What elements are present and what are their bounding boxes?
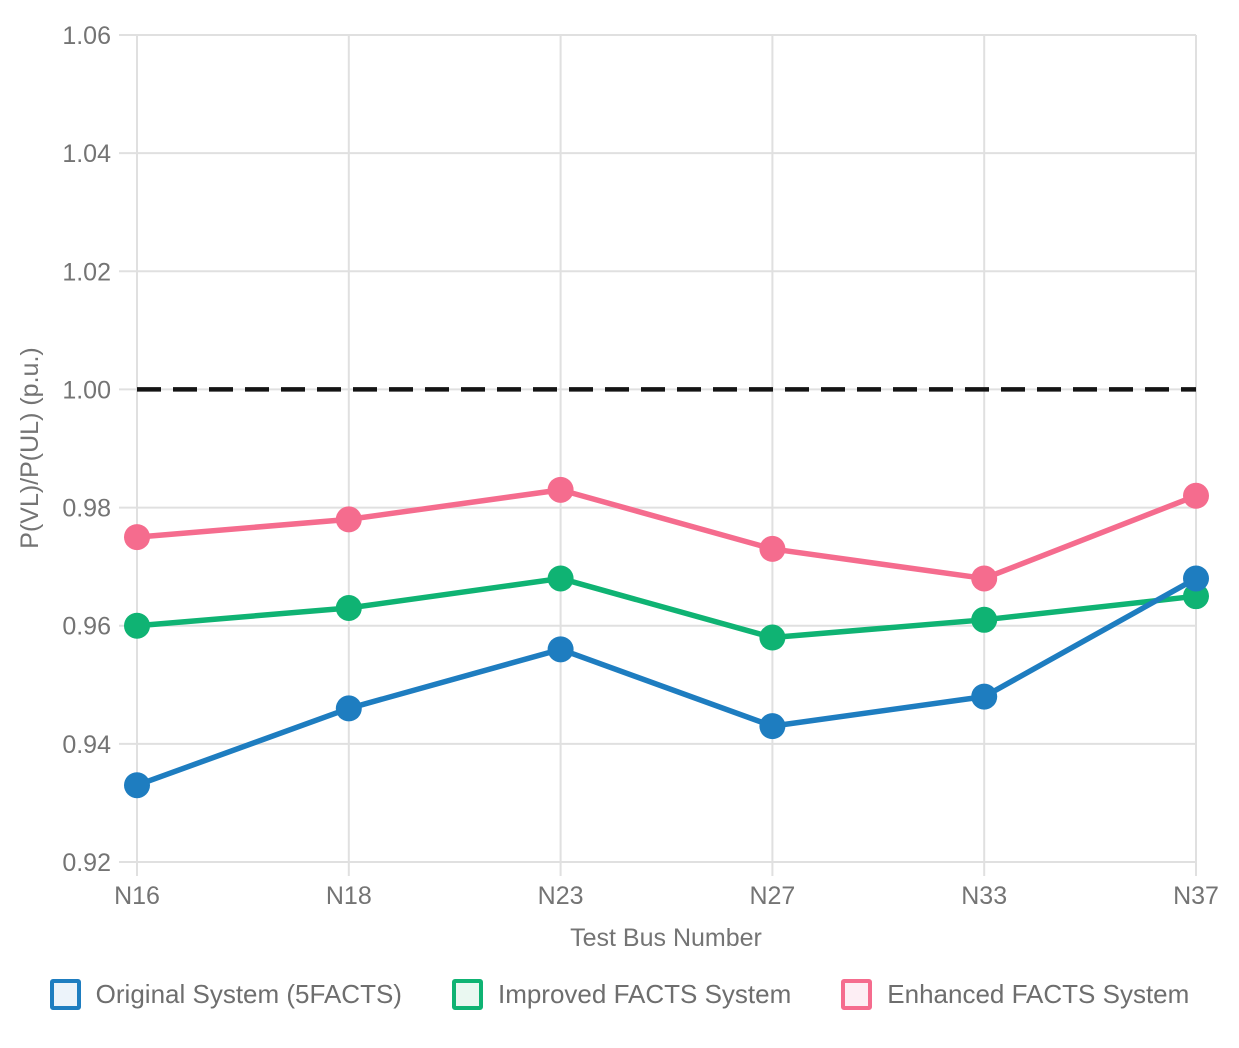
data-point <box>335 594 362 621</box>
tick-label-layer: 0.92 0.94 0.96 0.98 1.00 1.02 1.04 1.06 N16 N18 N2… <box>62 22 1219 910</box>
y-tick-label: 1.04 <box>62 140 111 168</box>
legend-swatch-icon <box>841 979 873 1010</box>
legend: Original System (5FACTS) Improved FACTS … <box>0 953 1239 1010</box>
data-point <box>759 535 786 562</box>
y-tick-label: 0.98 <box>62 495 111 523</box>
legend-item-improved-facts[interactable]: Improved FACTS System <box>451 979 792 1010</box>
x-tick-label: N23 <box>538 882 584 910</box>
data-point <box>759 624 786 651</box>
series-line <box>134 487 1199 582</box>
legend-label: Improved FACTS System <box>497 979 792 1009</box>
data-point <box>547 636 574 663</box>
data-point <box>124 772 150 799</box>
series-1 <box>124 565 1209 651</box>
x-tick-label: N33 <box>961 882 1007 910</box>
data-point <box>971 565 998 592</box>
series-2 <box>124 476 1209 592</box>
x-tick-label: N18 <box>326 882 372 910</box>
data-point <box>547 565 574 592</box>
legend-swatch-icon <box>451 979 483 1010</box>
data-point <box>1183 565 1209 592</box>
data-point <box>971 606 998 633</box>
data-point <box>547 476 574 503</box>
series-line <box>134 575 1199 788</box>
y-tick-label: 0.92 <box>62 849 111 877</box>
data-point <box>971 683 998 710</box>
y-tick-label: 1.00 <box>62 376 111 404</box>
y-tick-label: 0.96 <box>62 613 111 641</box>
series-line <box>134 575 1199 641</box>
series-layer <box>124 476 1209 799</box>
y-tick-label: 1.06 <box>62 22 111 50</box>
y-tick-label: 0.94 <box>62 731 111 759</box>
data-point <box>335 506 362 533</box>
data-point <box>335 695 362 722</box>
legend-label: Enhanced FACTS System <box>887 979 1190 1009</box>
data-point <box>124 612 150 639</box>
data-point <box>124 524 150 551</box>
data-point <box>1183 482 1209 509</box>
x-tick-label: N37 <box>1173 882 1219 910</box>
y-axis-title: P(VL)/P(UL) (p.u.) <box>16 347 44 548</box>
data-point <box>759 713 786 740</box>
x-tick-label: N16 <box>114 882 160 910</box>
legend-item-original-system[interactable]: Original System (5FACTS) <box>49 979 402 1010</box>
x-axis-title: Test Bus Number <box>570 924 762 952</box>
series-0 <box>124 565 1209 799</box>
legend-label: Original System (5FACTS) <box>95 979 402 1009</box>
legend-swatch-icon <box>49 979 81 1010</box>
x-tick-label: N27 <box>749 882 795 910</box>
line-chart: 0.92 0.94 0.96 0.98 1.00 1.02 1.04 1.06 N16 N18 N2… <box>16 22 1219 952</box>
grid-layer <box>119 34 1197 876</box>
y-tick-label: 1.02 <box>62 258 111 286</box>
legend-item-enhanced-facts[interactable]: Enhanced FACTS System <box>841 979 1189 1010</box>
